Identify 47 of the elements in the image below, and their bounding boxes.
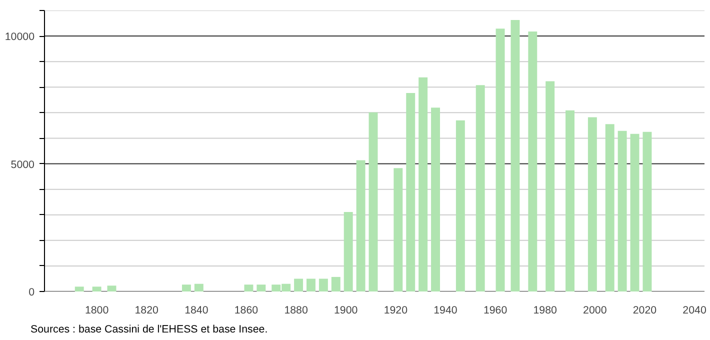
bar xyxy=(431,108,440,292)
bar xyxy=(588,117,597,292)
bar xyxy=(368,112,378,292)
x-tick-label: 1940 xyxy=(434,304,458,316)
x-tick-label: 1920 xyxy=(384,304,408,316)
bar xyxy=(406,93,416,292)
bar xyxy=(630,134,640,292)
bar xyxy=(92,286,102,292)
bar xyxy=(256,284,266,292)
source-note: Sources : base Cassini de l'EHESS et base Insee. xyxy=(30,324,268,336)
bar xyxy=(605,124,614,292)
bar xyxy=(318,278,328,292)
bar xyxy=(356,160,366,292)
y-tick-label: 10000 xyxy=(4,31,35,44)
bar xyxy=(194,284,204,292)
x-tick-label: 1980 xyxy=(533,304,558,316)
bar xyxy=(74,286,84,292)
bar xyxy=(618,130,627,292)
x-tick-label: 1900 xyxy=(334,304,358,316)
bar xyxy=(182,284,191,292)
x-tick-label: 1840 xyxy=(184,304,208,316)
x-tick-label: 1960 xyxy=(483,304,508,316)
bar xyxy=(546,81,555,292)
bar xyxy=(642,132,652,292)
x-tick-label: 1860 xyxy=(234,304,258,316)
bar xyxy=(476,85,485,292)
bar xyxy=(394,168,403,292)
x-tick-label: 2020 xyxy=(632,304,657,316)
bar xyxy=(496,28,505,292)
y-tick-label: 0 xyxy=(28,286,35,298)
bar xyxy=(418,77,428,292)
bar xyxy=(510,20,520,292)
x-tick-label: 2040 xyxy=(682,304,706,316)
bar xyxy=(528,31,538,292)
bar xyxy=(344,212,353,292)
bar xyxy=(566,110,574,292)
x-tick-label: 1800 xyxy=(84,304,109,316)
bar xyxy=(294,278,304,292)
x-tick-label: 2000 xyxy=(583,304,607,316)
bar xyxy=(306,278,316,292)
y-tick-label: 5000 xyxy=(10,158,35,171)
x-tick-label: 1880 xyxy=(284,304,308,316)
bar xyxy=(456,120,465,292)
x-tick-label: 1820 xyxy=(134,304,159,316)
bar xyxy=(331,276,340,292)
bar xyxy=(244,284,254,292)
bar xyxy=(107,286,116,292)
